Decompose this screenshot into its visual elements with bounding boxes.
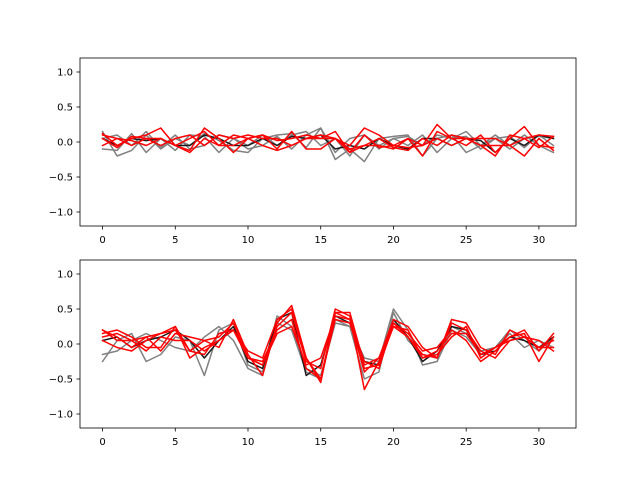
series-line-red-6 [101, 130, 555, 157]
x-tick-label: 10 [242, 437, 255, 448]
bottom-plot: 0 5 10 15 20 25 30 −1.0 −0.5 0.0 0.5 1.0 [49, 259, 577, 448]
x-tick-label: 10 [242, 235, 255, 246]
y-tick-label: 0.0 [57, 340, 73, 351]
x-tick-label: 25 [460, 437, 473, 448]
y-tick-label: 0.0 [57, 138, 73, 149]
y-tick-label: −0.5 [49, 375, 73, 386]
series-line-red-7 [101, 134, 555, 157]
x-tick-label: 30 [533, 437, 546, 448]
x-tick-label: 20 [387, 235, 400, 246]
y-tick-label: −1.0 [49, 208, 73, 219]
x-tick-label: 15 [314, 437, 327, 448]
x-tick-label: 15 [314, 235, 327, 246]
y-tick-label: 1.0 [57, 68, 73, 79]
y-tick-label: −0.5 [49, 173, 73, 184]
x-tick-label: 30 [533, 235, 546, 246]
x-tick-label: 5 [172, 235, 178, 246]
series-line-red-6 [101, 318, 555, 380]
series-line-dark-3 [101, 134, 555, 154]
x-tick-label: 5 [172, 437, 178, 448]
x-tick-label: 25 [460, 235, 473, 246]
series-line-red-7 [101, 315, 555, 370]
y-tick-label: 1.0 [57, 270, 73, 281]
y-tick-label: 0.5 [57, 305, 73, 316]
y-tick-label: 0.5 [57, 103, 73, 114]
top-plot: 0 5 10 15 20 25 30 −1.0 −0.5 0.0 0.5 1.0 [49, 57, 577, 246]
x-tick-label: 0 [99, 437, 105, 448]
x-tick-label: 20 [387, 437, 400, 448]
y-tick-label: −1.0 [49, 410, 73, 421]
x-tick-label: 0 [99, 235, 105, 246]
